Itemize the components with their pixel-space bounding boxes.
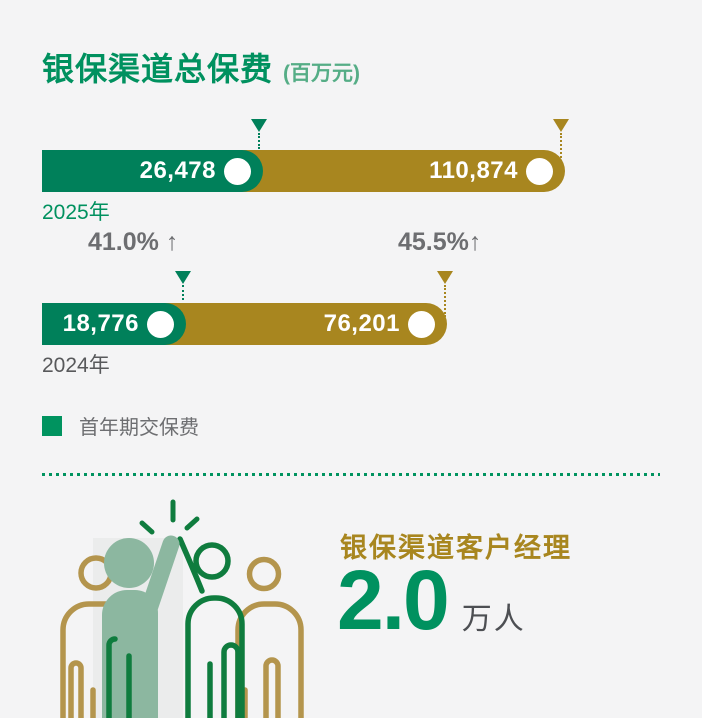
marker-dotted-line bbox=[444, 285, 446, 317]
stat-value-row: 2.0 万人 bbox=[337, 558, 526, 642]
marker-2025-first-year bbox=[251, 119, 267, 149]
chart-header: 银保渠道总保费 (百万元) bbox=[42, 44, 360, 90]
growth-total: 45.5%↑ bbox=[398, 228, 482, 256]
growth-first-year: 41.0% ↑ bbox=[88, 228, 179, 256]
marker-dotted-line bbox=[560, 133, 562, 166]
marker-dotted-line bbox=[182, 285, 184, 300]
chart-legend: 首年期交保费 bbox=[42, 411, 199, 440]
data-label-2024-first-year: 18,776 bbox=[62, 310, 139, 337]
marker-dotted-line bbox=[258, 133, 260, 149]
bar-end-dot bbox=[147, 310, 174, 338]
triangle-down-icon bbox=[175, 271, 191, 284]
triangle-down-icon bbox=[437, 271, 453, 284]
legend-label: 首年期交保费 bbox=[79, 417, 199, 439]
stat-unit: 万人 bbox=[461, 603, 526, 636]
triangle-down-icon bbox=[251, 119, 267, 132]
bar-2025-first-year-premium: 26,478 bbox=[42, 150, 263, 192]
bar-end-dot bbox=[224, 157, 251, 185]
dotted-divider bbox=[42, 473, 660, 476]
stat-value: 2.0 bbox=[337, 553, 450, 647]
data-label-2025-first-year: 26,478 bbox=[139, 157, 216, 184]
stat-heading: 银保渠道客户经理 bbox=[340, 533, 572, 563]
year-label-2024: 2024年 bbox=[42, 354, 110, 377]
people-team-highfive-illustration-icon bbox=[60, 499, 304, 718]
legend-swatch-green bbox=[42, 415, 62, 436]
chart-unit-label: (百万元) bbox=[283, 62, 361, 85]
bar-2024-first-year-premium: 18,776 bbox=[42, 303, 186, 345]
year-label-2025: 2025年 bbox=[42, 201, 110, 224]
marker-2024-total bbox=[437, 271, 453, 317]
data-label-2025-total: 110,874 bbox=[429, 157, 518, 184]
bar-end-dot bbox=[408, 310, 435, 338]
marker-2025-total bbox=[553, 119, 569, 166]
triangle-down-icon bbox=[553, 119, 569, 132]
chart-title: 银保渠道总保费 bbox=[42, 51, 274, 87]
bar-end-dot bbox=[526, 157, 553, 185]
data-label-2024-total: 76,201 bbox=[323, 310, 400, 337]
marker-2024-first-year bbox=[175, 271, 191, 300]
